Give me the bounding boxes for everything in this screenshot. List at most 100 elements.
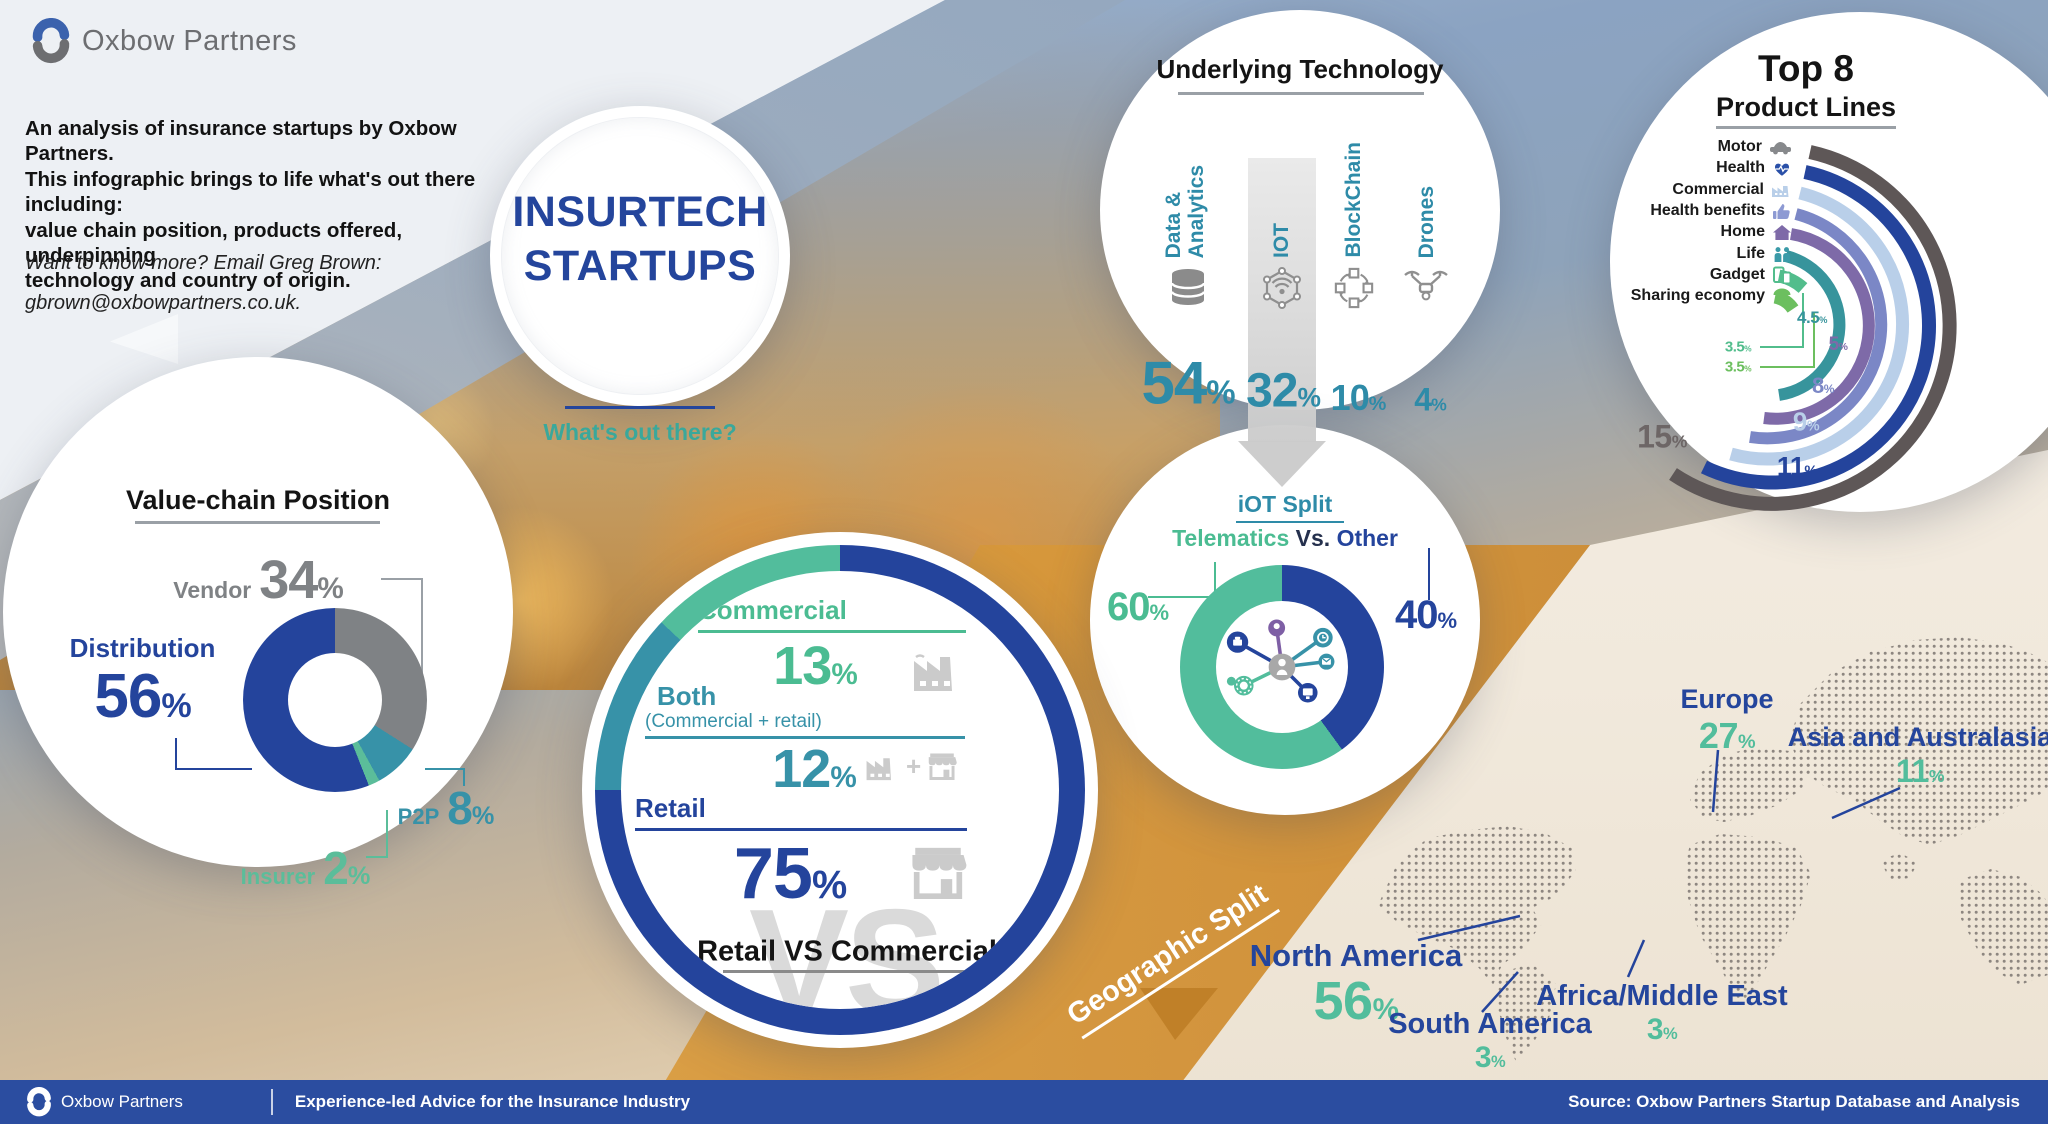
title-circle-inner-ring — [501, 117, 779, 395]
factory-large-icon — [914, 654, 952, 691]
iot-network-icon — [1263, 267, 1301, 309]
north-america-name: North America — [1249, 938, 1463, 973]
both-sublabel: (Commercial + retail) — [645, 711, 822, 732]
telematics-pct: 60% — [1106, 585, 1169, 629]
top8-row-life: Life — [1610, 244, 1792, 264]
top8-label-sharing-economy: Sharing economy — [1630, 287, 1765, 304]
factory-small-icon — [866, 758, 891, 781]
plus-icon: + — [906, 750, 922, 781]
p2p-pct: 8% — [447, 782, 494, 834]
brand-name: Oxbow Partners — [82, 24, 297, 57]
top8-row-motor: Motor — [1610, 137, 1792, 157]
south-america-pct: 3% — [1474, 1041, 1506, 1074]
oxbow-logo-icon — [32, 18, 70, 64]
top8-row-sharing-economy: Sharing economy — [1610, 286, 1792, 306]
footer-logo: Oxbow Partners — [24, 1087, 183, 1117]
region-south-america: South America 3% — [1388, 1008, 1592, 1075]
contact-line: Want to know more? Email Greg Brown: — [25, 252, 382, 274]
south-america-name: South America — [1388, 1008, 1592, 1040]
title-divider — [565, 406, 715, 409]
title-subtitle: What's out there? — [543, 419, 737, 445]
vendor-connector — [381, 578, 423, 675]
insurer-pct: 2% — [323, 842, 370, 894]
iot-split-donut — [1180, 565, 1384, 769]
underlying-technology-title: Underlying Technology — [1156, 54, 1444, 84]
top8-label-motor: Motor — [1717, 138, 1762, 155]
value-chain-underline — [135, 521, 380, 524]
commercial-underline — [698, 630, 966, 633]
pct-drones: 4% — [1414, 381, 1446, 418]
top8-pct-health: 11% — [1776, 451, 1818, 482]
title-line1: INSURTECH — [512, 188, 768, 236]
asia-pct: 11% — [1896, 753, 1944, 789]
vs-watermark: VS — [748, 877, 945, 1010]
telematics-connector — [1148, 562, 1216, 598]
tech-label-drones: Drones — [1415, 185, 1438, 258]
shop-large-icon — [912, 847, 967, 899]
shop-small-icon — [928, 753, 957, 780]
top8-pct-home: 5% — [1828, 334, 1848, 355]
legend-telematics: Telematics — [1172, 525, 1290, 551]
value-chain-circle: Value-chain Position Vendor 34% Distribut… — [3, 357, 513, 894]
top8-label-home: Home — [1720, 223, 1765, 240]
iot-split-donut-hole — [1216, 601, 1348, 733]
footer-tagline: Experience-led Advice for the Insurance … — [294, 1092, 691, 1111]
house-icon — [1773, 224, 1791, 240]
retail-label: Retail — [635, 793, 706, 823]
europe-name: Europe — [1680, 684, 1774, 714]
legend-other: Other — [1336, 525, 1398, 551]
commercial-pct: 13% — [773, 636, 858, 696]
retail-commercial-title: Retail VS Commercial — [697, 935, 997, 968]
top8-label-health: Health — [1716, 159, 1765, 176]
iot-split-legend: Telematics Vs. Other — [1090, 525, 1480, 552]
insurer-label: Insurer 2% — [215, 841, 395, 895]
tech-label-iot: IOT — [1270, 223, 1293, 258]
top8-label-health-benefits: Health benefits — [1650, 202, 1765, 219]
heart-pulse-icon — [1774, 163, 1790, 176]
p2p-connector — [425, 768, 465, 786]
footer-oxbow-logo-icon — [27, 1087, 51, 1117]
top8-pct-motor: 15% — [1637, 418, 1687, 455]
top8-pct-gadget: 3.5% — [1724, 338, 1752, 356]
car-icon — [1770, 142, 1791, 155]
underlying-technology-underline — [1178, 92, 1424, 95]
region-north-america: North America 56% — [1250, 938, 1462, 1028]
top8-pct-health-benefits: 8% — [1811, 373, 1835, 398]
distribution-pct: 56% — [94, 662, 191, 731]
drone-icon — [1404, 270, 1448, 301]
both-label: Both — [657, 681, 717, 711]
other-connector — [1428, 548, 1430, 600]
commercial-label: Commercial — [698, 595, 847, 625]
iot-split-circle: iOT Split Telematics Vs. Other — [1090, 425, 1480, 815]
telematics-network-icon — [1226, 619, 1335, 703]
distribution-label: Distribution 56% — [25, 633, 260, 729]
top8-row-home: Home — [1610, 222, 1792, 242]
retail-pct: 75% — [733, 834, 847, 914]
top8-label-life: Life — [1736, 245, 1765, 262]
continents — [1378, 637, 2048, 1062]
other-pct: 40% — [1394, 593, 1457, 637]
thumbs-up-icon — [1773, 203, 1790, 219]
blockchain-icon — [1334, 267, 1374, 309]
contact-email: gbrown@oxbowpartners.co.uk. — [25, 292, 301, 314]
brand-logo: Oxbow Partners — [28, 18, 297, 64]
pct-data-analytics: 54% — [1141, 349, 1235, 417]
pct-blockchain: 10% — [1330, 377, 1387, 418]
database-icon — [1170, 269, 1206, 305]
legend-vs: Vs. — [1295, 525, 1331, 551]
value-chain-donut — [243, 608, 427, 792]
value-chain-title: Value-chain Position — [125, 485, 391, 515]
underlying-technology-content: Data & Analytics IOT BlockChain Drones — [1100, 10, 1500, 418]
top8-product-lines-circle: Top 8 Product Lines Motor Health — [1610, 12, 2048, 512]
intro-paragraph: An analysis of insurance startups by Oxb… — [25, 117, 476, 293]
devices-icon — [1773, 266, 1792, 284]
top8-pct-commercial: 9% — [1792, 406, 1820, 437]
top8-pct-sharing-economy: 3.5% — [1724, 358, 1752, 376]
top8-subtitle: Product Lines — [1715, 92, 1897, 122]
insurer-name: Insurer — [240, 864, 316, 889]
both-icons: + — [864, 749, 957, 783]
top8-row-commercial: Commercial — [1610, 180, 1792, 200]
region-europe: Europe 27% — [1680, 684, 1773, 757]
